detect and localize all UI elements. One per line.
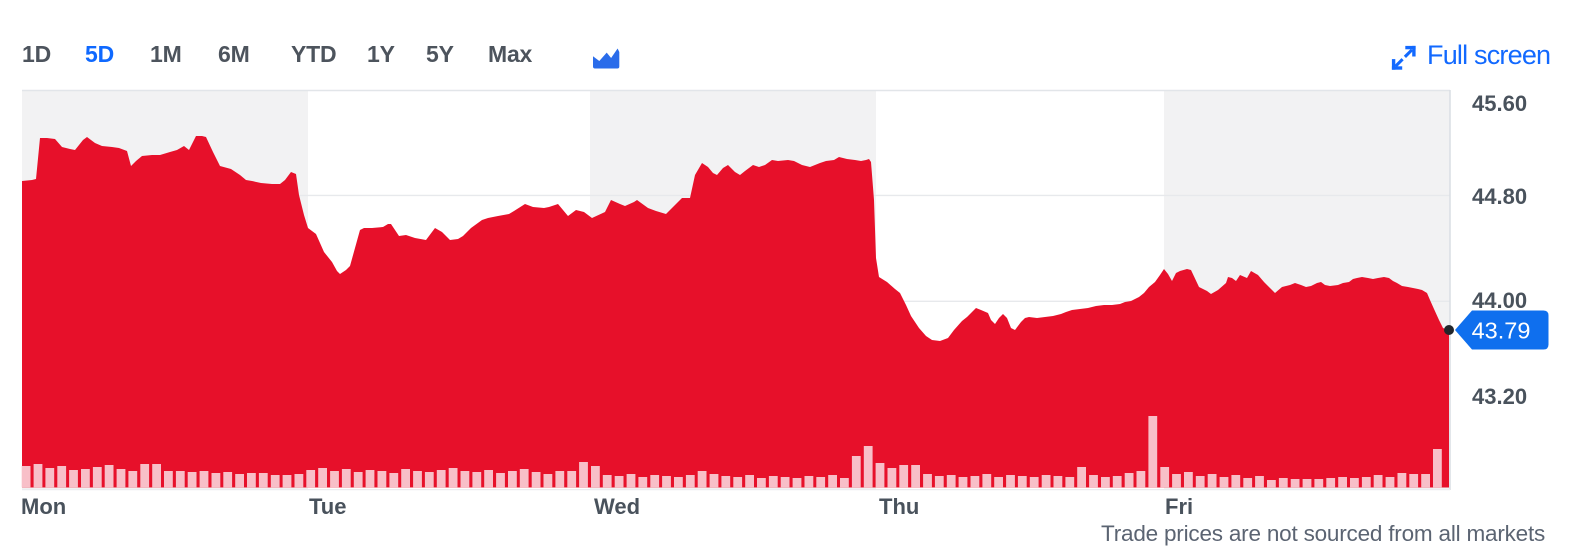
svg-text:43.79: 43.79 (1472, 317, 1531, 343)
